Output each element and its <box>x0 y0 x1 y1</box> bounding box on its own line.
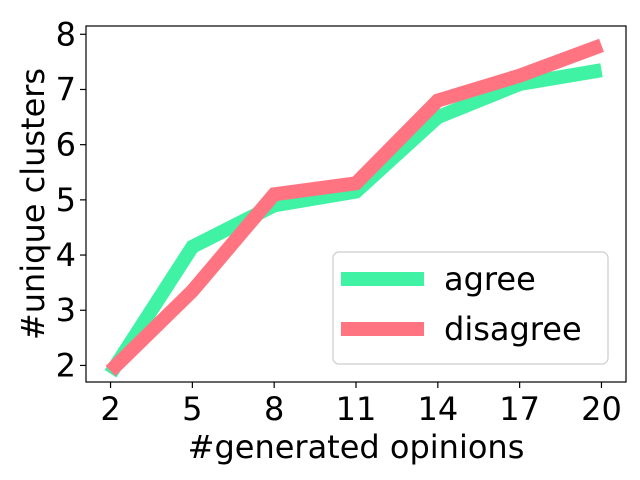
series-line-agree <box>104 63 603 378</box>
plot-lines <box>104 38 604 378</box>
y-tick-label: 2 <box>56 346 76 384</box>
y-axis: 2 3 4 5 6 7 8 <box>56 15 86 384</box>
x-tick-label: 5 <box>182 390 202 428</box>
x-axis: 2 5 8 11 14 17 20 <box>100 382 622 428</box>
legend-label-disagree: disagree <box>444 310 582 348</box>
y-tick-label: 5 <box>56 181 76 219</box>
x-tick-label: 14 <box>417 390 458 428</box>
y-axis-label: #unique clusters <box>14 68 52 340</box>
x-tick-label: 20 <box>581 390 622 428</box>
x-tick-label: 2 <box>100 390 120 428</box>
y-tick-label: 3 <box>56 291 76 329</box>
x-tick-label: 8 <box>264 390 284 428</box>
x-axis-label: #generated opinions <box>188 428 525 466</box>
x-tick-label: 11 <box>336 390 377 428</box>
y-tick-label: 4 <box>56 236 76 274</box>
y-tick-label: 7 <box>56 70 76 108</box>
legend: agree disagree <box>332 251 609 365</box>
y-tick-label: 6 <box>56 126 76 164</box>
y-tick-label: 8 <box>56 15 76 53</box>
series-line-disagree <box>105 38 604 377</box>
legend-label-agree: agree <box>444 260 536 298</box>
x-tick-label: 17 <box>499 390 540 428</box>
